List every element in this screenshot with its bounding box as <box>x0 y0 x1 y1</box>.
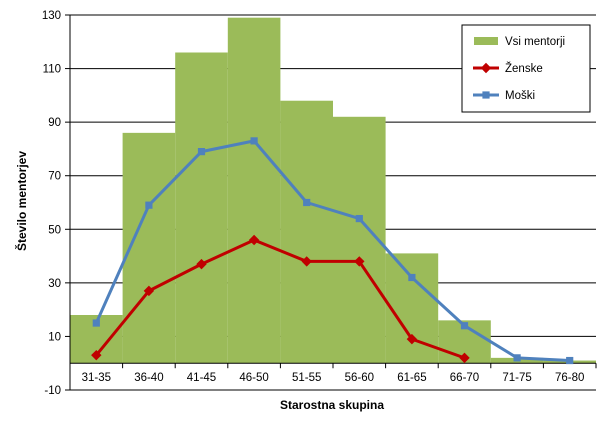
x-tick-label: 41-45 <box>187 372 216 384</box>
series-diamond <box>91 234 470 364</box>
x-axis-title: Starostna skupina <box>280 398 384 412</box>
point <box>513 354 521 362</box>
point <box>480 62 492 74</box>
y-tick-label: 110 <box>43 64 61 76</box>
point <box>406 333 418 345</box>
point <box>460 322 469 330</box>
x-tick-label: 76-80 <box>555 372 584 384</box>
point <box>566 356 574 365</box>
y-tick-label: 130 <box>42 10 61 22</box>
series-square <box>92 137 574 365</box>
y-tick-label: 70 <box>48 171 61 183</box>
legend-label: Ženske <box>505 62 543 75</box>
x-tick-labels: 31-35 36-40 41-45 46-50 51-55 56-60 61-65 66-70… <box>82 372 585 384</box>
point <box>355 214 363 223</box>
bar-series <box>70 17 596 364</box>
x-tick-label: 36-40 <box>134 372 163 384</box>
x-tick-label: 66-70 <box>450 372 479 384</box>
line-series <box>91 137 574 365</box>
point <box>482 91 490 99</box>
point <box>354 256 365 267</box>
point <box>408 273 416 282</box>
legend-entry: Moški <box>473 90 535 102</box>
point <box>248 234 260 246</box>
series-line <box>95 238 466 360</box>
y-tick-labels: -10 10 30 50 70 90 110 130 <box>42 10 61 397</box>
series-line <box>94 139 570 363</box>
y-tick-label: 90 <box>48 117 61 129</box>
x-tick-label: 71-75 <box>502 372 531 384</box>
legend-swatch <box>474 37 498 45</box>
axes <box>65 14 597 391</box>
point <box>92 319 100 327</box>
x-tick-label: 46-50 <box>239 372 268 384</box>
bar <box>227 17 281 364</box>
x-tick-label: 56-60 <box>345 372 374 384</box>
point <box>91 349 102 361</box>
point <box>301 256 312 267</box>
legend-entry: Vsi mentorji <box>474 36 565 48</box>
bar <box>175 52 228 364</box>
y-tick-label: -10 <box>44 385 61 397</box>
point <box>459 352 470 364</box>
y-tick-label: 50 <box>48 224 61 236</box>
legend-label: Moški <box>505 90 535 102</box>
x-tick-label: 31-35 <box>82 372 111 384</box>
point <box>143 285 155 297</box>
y-axis-title: Število mentorjev <box>14 151 29 251</box>
bar <box>280 100 333 364</box>
point <box>197 148 206 156</box>
point <box>196 258 207 270</box>
y-tick-label: 30 <box>48 278 61 290</box>
point <box>145 201 153 209</box>
x-tick-label: 51-55 <box>292 372 321 384</box>
legend-entry: Ženske <box>473 62 543 75</box>
legend: Vsi mentorji Ženske Moški <box>461 24 591 113</box>
x-tick-label: 61-65 <box>397 372 426 384</box>
legend-label: Vsi mentorji <box>505 36 565 48</box>
point <box>250 137 258 145</box>
y-tick-label: 10 <box>48 331 61 343</box>
point <box>303 198 311 207</box>
